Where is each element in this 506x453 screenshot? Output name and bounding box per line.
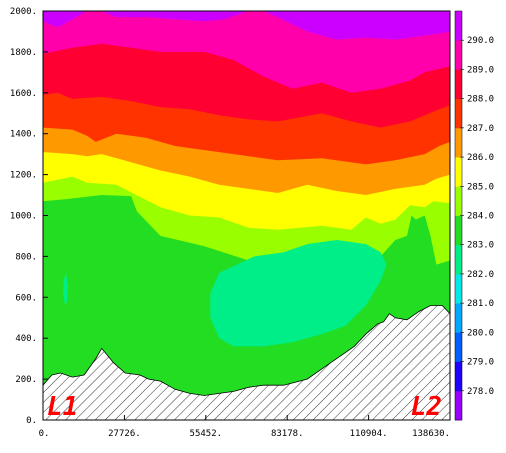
contour-282-region	[210, 240, 387, 347]
colorbar-label: 283.0	[467, 241, 494, 251]
colorbar-swatch	[455, 215, 462, 246]
y-tick-label: 600.	[15, 293, 37, 303]
contour-282-sliver	[63, 272, 68, 306]
colorbar-swatch	[455, 390, 462, 421]
colorbar-swatch	[455, 361, 462, 392]
colorbar-label: 286.0	[467, 153, 494, 163]
x-tick-label: 0.	[39, 429, 50, 439]
y-tick-label: 1200.	[10, 171, 37, 181]
y-tick-label: 400.	[15, 334, 37, 344]
terrain-hatched-area	[43, 305, 450, 420]
y-tick-label: 1000.	[10, 212, 37, 222]
colorbar-label: 285.0	[467, 182, 494, 192]
colorbar-swatch	[455, 69, 462, 100]
colorbar-label: 280.0	[467, 328, 494, 338]
colorbar-label: 278.0	[467, 387, 494, 397]
plot-area	[43, 11, 450, 420]
colorbar-swatch	[455, 157, 462, 187]
contour-282-regions	[63, 240, 387, 347]
colorbar-swatch	[455, 11, 462, 41]
x-tick-label: 138630.	[412, 429, 450, 439]
annotation-l2: L2	[411, 392, 442, 422]
colorbar-label: 284.0	[467, 212, 494, 222]
colorbar-label: 281.0	[467, 299, 494, 309]
x-tick-label: 83178.	[271, 429, 304, 439]
annotation-l1: L1	[47, 392, 78, 422]
colorbar-label: 287.0	[467, 124, 494, 134]
colorbar: 278.0 279.0 280.0 281.0 282.0 283.0 284.0 285.0…	[454, 10, 494, 421]
colorbar-label: 282.0	[467, 270, 494, 280]
colorbar-label: 290.0	[467, 36, 494, 46]
colorbar-swatch	[455, 273, 462, 304]
y-tick-label: 2000.	[10, 7, 37, 17]
x-axis: 0. 27726. 55452. 83178. 110904. 138630.	[39, 415, 451, 439]
y-tick-label: 1400.	[10, 130, 37, 140]
colorbar-label: 288.0	[467, 95, 494, 105]
colorbar-swatch	[455, 244, 462, 275]
colorbar-swatch	[455, 40, 462, 70]
y-tick-label: 0.	[26, 416, 37, 426]
x-tick-label: 27726.	[108, 429, 141, 439]
y-tick-label: 1800.	[10, 48, 37, 58]
y-tick-label: 1600.	[10, 89, 37, 99]
y-tick-label: 200.	[15, 375, 37, 385]
colorbar-swatch	[455, 186, 462, 216]
colorbar-swatch	[455, 98, 462, 129]
x-tick-label: 55452.	[190, 429, 223, 439]
y-tick-label: 800.	[15, 252, 37, 262]
colorbar-label: 289.0	[467, 65, 494, 75]
annotations: L1 L2	[47, 392, 442, 422]
colorbar-swatch	[455, 127, 462, 158]
y-axis: 0. 200. 400. 600. 800. 1000. 1200. 1400. 1600. 18…	[10, 7, 48, 426]
colorbar-swatch	[455, 332, 462, 362]
colorbar-label: 279.0	[467, 358, 494, 368]
x-tick-label: 110904.	[350, 429, 388, 439]
colorbar-swatch	[455, 303, 462, 333]
